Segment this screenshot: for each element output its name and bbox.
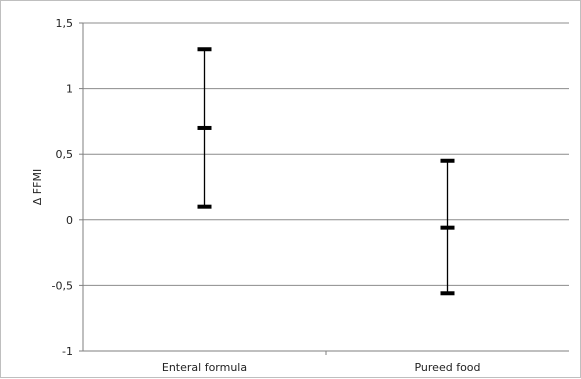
axes [79, 22, 569, 355]
gridlines [83, 22, 569, 286]
y-tick-label-1: 1 [66, 83, 73, 96]
y-tick-label-3: 0 [66, 214, 73, 227]
x-tick-label-0: Enteral formula [162, 361, 247, 374]
y-tick-label-2: 0,5 [56, 148, 74, 161]
error-bars [197, 47, 455, 296]
y-axis-title: Δ FFMI [31, 169, 44, 205]
y-tick-label-5: -1 [62, 345, 73, 358]
x-tick-label-1: Pureed food [414, 361, 480, 374]
y-tick-labels: 1,5 1 0,5 0 -0,5 -1 [52, 17, 73, 358]
y-tick-label-0: 1,5 [56, 17, 74, 30]
x-tick-labels: Enteral formula Pureed food [162, 361, 481, 374]
y-tick-label-4: -0,5 [52, 279, 73, 292]
